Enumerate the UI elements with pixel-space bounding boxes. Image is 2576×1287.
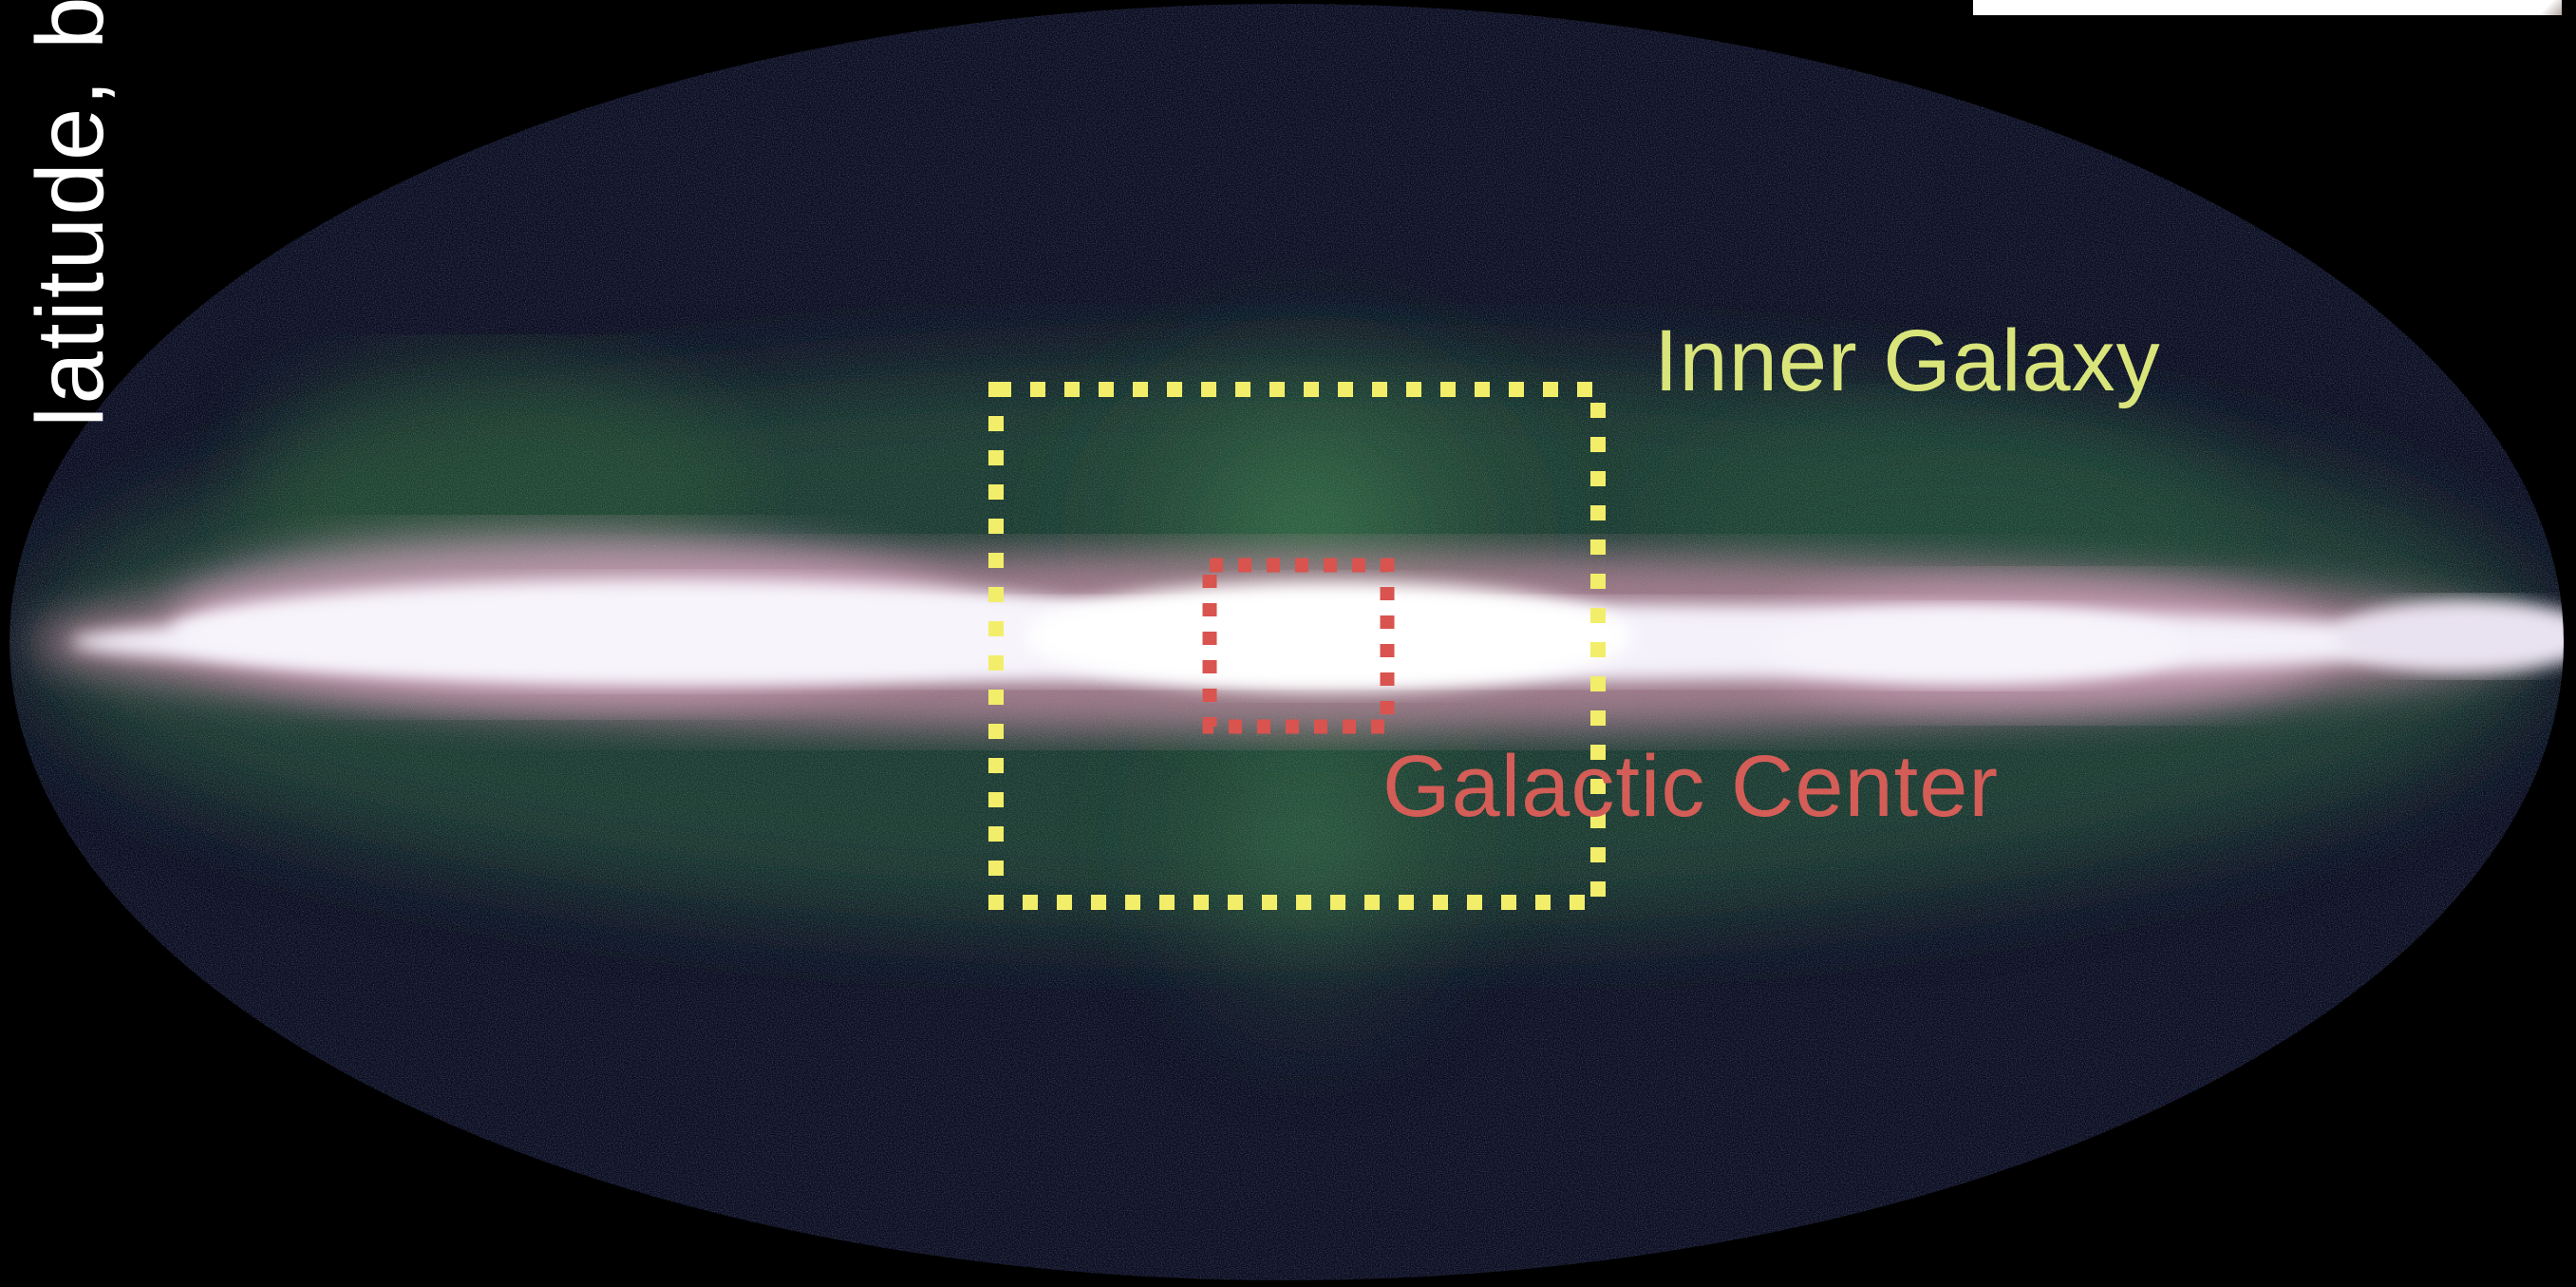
inner-galaxy-label: Inner Galaxy [1654, 312, 2161, 409]
inset-panel-edge [1973, 0, 2562, 15]
galactic-center-label: Galactic Center [1382, 738, 2000, 835]
inner-galaxy-box [988, 382, 1606, 910]
galactic-center-box [1202, 558, 1395, 734]
